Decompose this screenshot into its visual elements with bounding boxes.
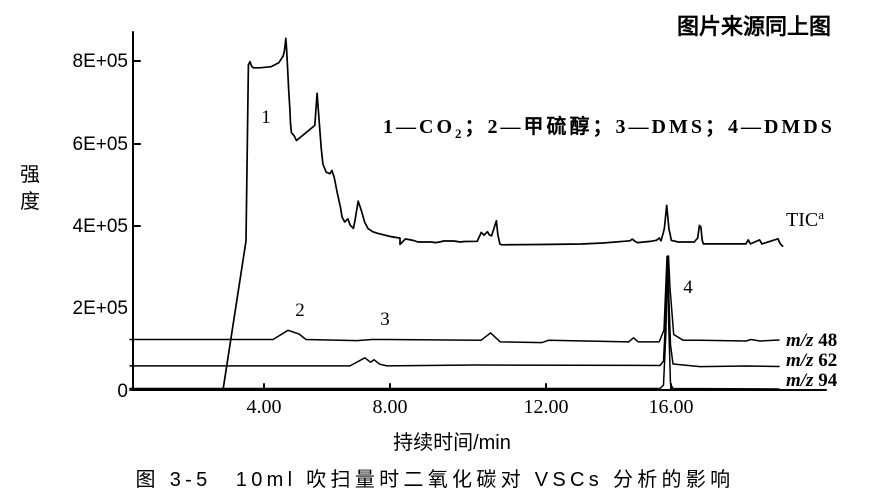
svg-text:1—CO2；2—甲硫醇；3—DMS；4—DMDS: 1—CO2；2—甲硫醇；3—DMS；4—DMDS <box>383 114 835 141</box>
svg-text:3: 3 <box>380 309 390 330</box>
svg-text:4: 4 <box>683 277 693 298</box>
svg-text:度: 度 <box>20 190 40 213</box>
svg-text:2E+05: 2E+05 <box>73 298 128 319</box>
svg-text:0: 0 <box>117 381 128 402</box>
svg-text:16.00: 16.00 <box>649 396 694 418</box>
svg-text:持续时间/min: 持续时间/min <box>393 431 511 454</box>
svg-text:8E+05: 8E+05 <box>73 51 128 72</box>
svg-text:m/z 94: m/z 94 <box>786 370 838 391</box>
svg-text:图 3-5 10ml 吹扫量时二氧化碳对 VSCs 分析的影: 图 3-5 10ml 吹扫量时二氧化碳对 VSCs 分析的影响 <box>136 468 735 491</box>
svg-text:6E+05: 6E+05 <box>73 134 128 155</box>
svg-text:强: 强 <box>20 164 40 186</box>
svg-text:m/z 48: m/z 48 <box>786 330 837 351</box>
svg-text:m/z 62: m/z 62 <box>786 350 837 371</box>
svg-text:4E+05: 4E+05 <box>73 216 128 237</box>
svg-text:2: 2 <box>295 300 305 321</box>
svg-text:1: 1 <box>261 107 271 128</box>
svg-text:12.00: 12.00 <box>524 396 569 418</box>
svg-text:4.00: 4.00 <box>247 396 282 418</box>
svg-text:图片来源同上图: 图片来源同上图 <box>677 14 831 39</box>
svg-text:8.00: 8.00 <box>373 396 408 418</box>
